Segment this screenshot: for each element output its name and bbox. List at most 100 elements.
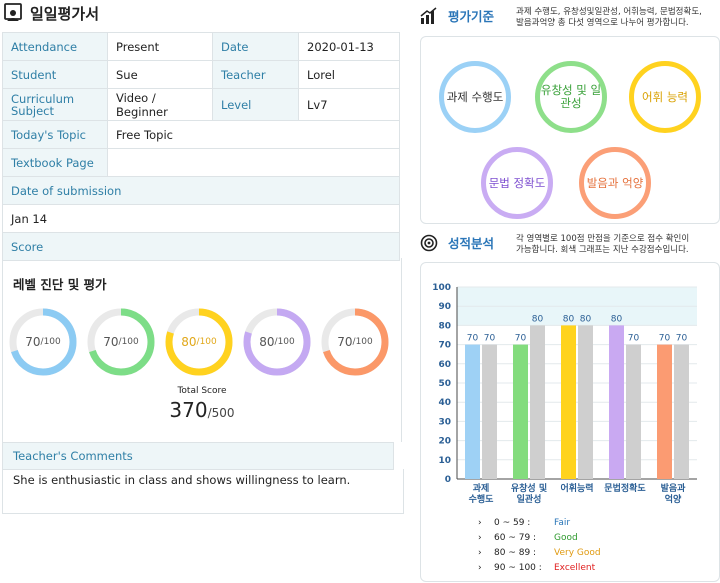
comments-text: She is enthusiastic in class and shows w… <box>2 469 404 514</box>
chevron-right-icon: › <box>478 548 482 558</box>
total-score: 370/500 <box>3 398 401 422</box>
analysis-desc-line1: 각 영역별로 100점 만점을 기준으로 점수 확인이 <box>516 234 690 244</box>
x-tick-label: 유창성 및 <box>511 482 547 494</box>
bar-value-label: 70 <box>676 334 688 344</box>
bar-value-label: 80 <box>580 314 592 324</box>
y-tick-label: 50 <box>438 379 451 389</box>
y-tick-label: 60 <box>438 360 451 370</box>
evaluation-icon <box>4 3 22 21</box>
level-section: 레벨 진단 및 평가 70/100 70/100 80/100 80/100 70/10… <box>2 258 402 442</box>
bar-previous <box>482 344 497 479</box>
bar-value-label: 70 <box>628 334 640 344</box>
level-value: Lv7 <box>298 88 400 121</box>
submission-label: Date of submission <box>2 176 400 205</box>
bar-current <box>513 344 528 479</box>
y-tick-label: 30 <box>438 417 451 427</box>
criteria-item-5: 발음과 억양 <box>579 147 651 219</box>
total-score-max: /500 <box>207 406 235 420</box>
y-tick-label: 0 <box>445 475 451 485</box>
textbook-label: Textbook Page <box>2 148 108 177</box>
chevron-right-icon: › <box>478 518 482 528</box>
attendance-value: Present <box>107 32 213 61</box>
legend-item: › 60 ~ 79 : Good <box>478 531 601 546</box>
teacher-label: Teacher <box>212 60 299 89</box>
chevron-right-icon: › <box>478 533 482 543</box>
bar-current <box>465 344 480 479</box>
analysis-panel: 0 10 20 30 40 50 60 70 80 90 100 70 70 과제 수행도 70 80 유창성 및… <box>420 262 720 582</box>
score-ring-3: 80/100 <box>165 308 233 376</box>
y-tick-label: 70 <box>438 341 451 351</box>
analysis-title: 성적분석 <box>448 236 495 251</box>
bar-value-label: 80 <box>532 314 544 324</box>
score-label: Score <box>2 232 400 261</box>
level-title: 레벨 진단 및 평가 <box>13 277 107 292</box>
curriculum-value: Video / Beginner <box>107 88 213 121</box>
criteria-item-3: 어휘 능력 <box>629 61 701 133</box>
total-score-value: 370 <box>169 398 208 422</box>
bar-value-label: 70 <box>659 334 671 344</box>
comments-label: Teacher's Comments <box>2 442 394 470</box>
textbook-value <box>107 148 400 177</box>
criteria-panel: 과제 수행도 유창성 및 일관성 어휘 능력 문법 정확도 발음과 억양 <box>420 36 720 224</box>
x-tick-label: 문법정확도 <box>604 482 646 494</box>
score-ring-value: 80/100 <box>181 335 217 349</box>
target-icon <box>420 234 438 251</box>
grade-legend: › 0 ~ 59 : Fair › 60 ~ 79 : Good › 80 ~ 89 : Ver… <box>478 516 601 576</box>
x-tick-label: 수행도 <box>469 493 495 505</box>
topic-label: Today's Topic <box>2 120 108 149</box>
y-tick-label: 80 <box>438 321 451 331</box>
criteria-desc-line2: 발음과억양 총 다섯 영역으로 나누어 평가합니다. <box>516 18 689 28</box>
student-label: Student <box>2 60 108 89</box>
y-tick-label: 20 <box>438 437 451 447</box>
score-ring-2: 70/100 <box>87 308 155 376</box>
y-tick-label: 10 <box>438 456 451 466</box>
x-tick-label: 어휘능력 <box>560 482 593 494</box>
bar-current <box>609 325 624 479</box>
criteria-item-4: 문법 정확도 <box>481 147 553 219</box>
score-ring-5: 70/100 <box>321 308 389 376</box>
score-ring-value: 70/100 <box>337 335 373 349</box>
bar-previous <box>626 344 641 479</box>
score-ring-value: 70/100 <box>25 335 61 349</box>
criteria-description: 과제 수행도, 유창성및일관성, 어휘능력, 문법정확도, 발음과억양 총 다섯… <box>516 7 702 29</box>
page-title: 일일평가서 <box>4 2 99 24</box>
level-label: Level <box>212 88 299 121</box>
criteria-title: 평가기준 <box>448 9 495 24</box>
bar-chart-icon <box>420 6 437 24</box>
x-tick-label: 억양 <box>665 493 682 505</box>
analysis-header: 성적분석 <box>420 233 494 252</box>
chevron-right-icon: › <box>478 563 482 573</box>
criteria-item-2: 유창성 및 일관성 <box>535 61 607 133</box>
score-ring-value: 80/100 <box>259 335 295 349</box>
submission-value: Jan 14 <box>2 204 400 233</box>
score-ring-value: 70/100 <box>103 335 139 349</box>
legend-item: › 90 ~ 100 : Excellent <box>478 561 601 576</box>
analysis-description: 각 영역별로 100점 만점을 기준으로 점수 확인이 가능합니다. 회색 그래… <box>516 234 689 256</box>
x-tick-label: 과제 <box>473 482 490 494</box>
bar-value-label: 70 <box>467 334 479 344</box>
attendance-label: Attendance <box>2 32 108 61</box>
date-label: Date <box>212 32 299 61</box>
date-value: 2020-01-13 <box>298 32 400 61</box>
bar-value-label: 80 <box>563 314 575 324</box>
info-table: Attendance Present Date 2020-01-13 Stude… <box>2 32 400 261</box>
bar-previous <box>578 325 593 479</box>
total-score-label: Total Score <box>177 386 227 396</box>
bar-previous <box>674 344 689 479</box>
teacher-value: Lorel <box>298 60 400 89</box>
x-tick-label: 발음과 <box>661 482 687 494</box>
score-ring-4: 80/100 <box>243 308 311 376</box>
x-tick-label: 일관성 <box>517 493 542 505</box>
y-tick-label: 100 <box>432 283 451 293</box>
y-tick-label: 40 <box>438 398 451 408</box>
legend-item: › 0 ~ 59 : Fair <box>478 516 601 531</box>
bar-value-label: 80 <box>611 314 623 324</box>
curriculum-label: Curriculum Subject <box>2 88 108 121</box>
bar-current <box>561 325 576 479</box>
topic-value: Free Topic <box>107 120 400 149</box>
bar-current <box>657 344 672 479</box>
bar-value-label: 70 <box>484 334 496 344</box>
bar-value-label: 70 <box>515 334 527 344</box>
score-ring-1: 70/100 <box>9 308 77 376</box>
